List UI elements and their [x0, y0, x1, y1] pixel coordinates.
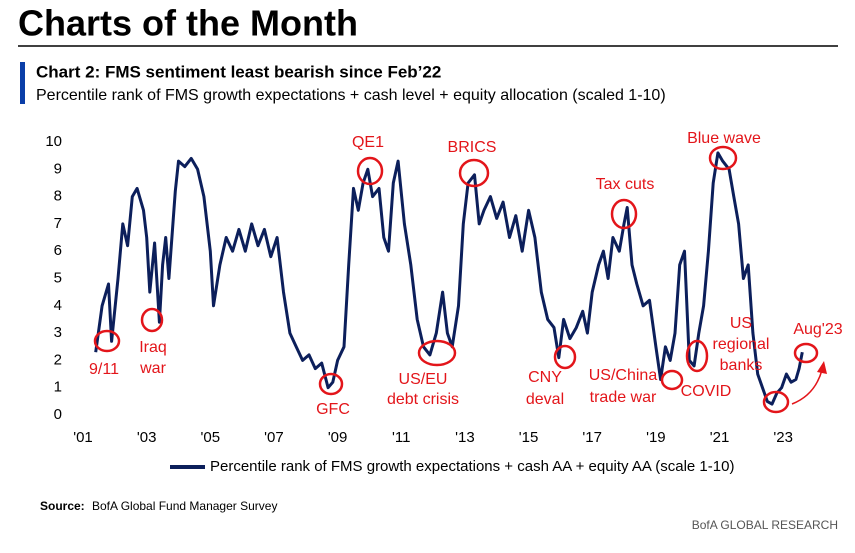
- x-tick-label: '15: [519, 429, 539, 446]
- annotation-circle: [93, 329, 121, 353]
- annotation-label: QE1: [352, 134, 384, 151]
- annotation-label: Tax cuts: [596, 176, 655, 193]
- annotation-arrow: [791, 369, 823, 405]
- annotation-label: Aug'23: [793, 321, 842, 338]
- annotation-label: banks: [720, 357, 763, 374]
- y-tick-label: 2: [54, 351, 62, 368]
- annotation-label: US/China: [589, 367, 658, 384]
- x-tick-label: '07: [264, 429, 284, 446]
- y-tick-label: 9: [54, 160, 62, 177]
- annotation-label: deval: [526, 391, 564, 408]
- annotation-label: 9/11: [89, 361, 119, 378]
- annotation-circle: [356, 156, 384, 186]
- annotation-circle: [793, 342, 819, 364]
- annotation-label: Blue wave: [687, 130, 761, 147]
- y-tick-label: 6: [54, 242, 62, 259]
- chart-subtitle: Percentile rank of FMS growth expectatio…: [36, 87, 666, 104]
- annotation-label: GFC: [316, 401, 350, 418]
- annotation-label: COVID: [681, 383, 732, 400]
- annotation-label: war: [139, 360, 166, 377]
- y-tick-label: 7: [54, 215, 62, 232]
- x-tick-label: '21: [710, 429, 730, 446]
- annotation-circle: [458, 158, 490, 188]
- x-tick-label: '01: [73, 429, 93, 446]
- annotation-circle: [553, 344, 577, 370]
- x-tick-label: '11: [392, 429, 410, 446]
- accent-bar: [20, 62, 25, 104]
- x-tick-label: '23: [773, 429, 793, 446]
- y-tick-label: 8: [54, 188, 62, 205]
- page-title: Charts of the Month: [18, 3, 358, 44]
- annotation-circle: [708, 145, 738, 171]
- annotation-label: debt crisis: [387, 391, 459, 408]
- x-tick-label: '17: [582, 429, 602, 446]
- source-label: Source:: [40, 499, 85, 513]
- legend-label: Percentile rank of FMS growth expectatio…: [210, 458, 734, 475]
- annotation-circle: [417, 339, 457, 367]
- brand: BofA GLOBAL RESEARCH: [692, 518, 838, 532]
- x-tick-label: '19: [646, 429, 666, 446]
- x-tick-label: '05: [201, 429, 221, 446]
- y-tick-label: 10: [45, 133, 62, 150]
- x-tick-label: '13: [455, 429, 475, 446]
- annotation-arrowhead: [817, 361, 827, 374]
- annotation-label: trade war: [590, 389, 657, 406]
- y-tick-label: 4: [54, 297, 62, 314]
- annotation-circle: [685, 339, 709, 373]
- y-tick-label: 5: [54, 269, 62, 286]
- annotation-label: US/EU: [399, 371, 448, 388]
- chart-title: Chart 2: FMS sentiment least bearish sin…: [36, 62, 441, 81]
- y-tick-label: 3: [54, 324, 62, 341]
- x-tick-label: '09: [328, 429, 348, 446]
- annotation-circle: [140, 307, 164, 333]
- source: BofA Global Fund Manager Survey: [92, 499, 277, 513]
- annotation-label: CNY: [528, 369, 562, 386]
- annotation-circle: [610, 198, 638, 230]
- annotation-label: BRICS: [448, 139, 497, 156]
- annotation-label: regional: [713, 336, 770, 353]
- annotation-label: US: [730, 315, 752, 332]
- y-tick-label: 0: [54, 406, 62, 423]
- x-tick-label: '03: [137, 429, 157, 446]
- y-tick-label: 1: [54, 379, 62, 396]
- series-line: [94, 151, 804, 406]
- annotation-label: Iraq: [139, 339, 167, 356]
- annotation-circle: [762, 390, 790, 414]
- annotation-circle: [318, 372, 344, 396]
- annotation-circle: [660, 369, 684, 391]
